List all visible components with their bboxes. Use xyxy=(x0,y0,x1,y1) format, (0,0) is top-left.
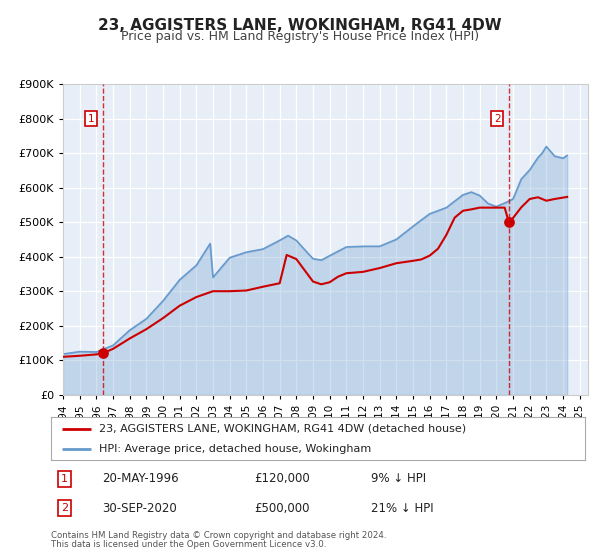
Text: £120,000: £120,000 xyxy=(254,472,310,485)
Text: 1: 1 xyxy=(88,114,94,124)
Text: 1: 1 xyxy=(61,474,68,484)
Point xyxy=(98,349,107,358)
Text: £500,000: £500,000 xyxy=(254,502,310,515)
Point xyxy=(504,218,514,227)
Text: Contains HM Land Registry data © Crown copyright and database right 2024.: Contains HM Land Registry data © Crown c… xyxy=(51,531,386,540)
Text: 23, AGGISTERS LANE, WOKINGHAM, RG41 4DW: 23, AGGISTERS LANE, WOKINGHAM, RG41 4DW xyxy=(98,18,502,33)
Text: 20-MAY-1996: 20-MAY-1996 xyxy=(102,472,178,485)
Text: 2: 2 xyxy=(494,114,500,124)
Text: 21% ↓ HPI: 21% ↓ HPI xyxy=(371,502,434,515)
Text: 30-SEP-2020: 30-SEP-2020 xyxy=(102,502,176,515)
Text: Price paid vs. HM Land Registry's House Price Index (HPI): Price paid vs. HM Land Registry's House … xyxy=(121,30,479,43)
Text: 2: 2 xyxy=(61,503,68,514)
Text: HPI: Average price, detached house, Wokingham: HPI: Average price, detached house, Woki… xyxy=(99,445,371,454)
Text: This data is licensed under the Open Government Licence v3.0.: This data is licensed under the Open Gov… xyxy=(51,540,326,549)
Text: 23, AGGISTERS LANE, WOKINGHAM, RG41 4DW (detached house): 23, AGGISTERS LANE, WOKINGHAM, RG41 4DW … xyxy=(99,424,466,434)
Text: 9% ↓ HPI: 9% ↓ HPI xyxy=(371,472,427,485)
